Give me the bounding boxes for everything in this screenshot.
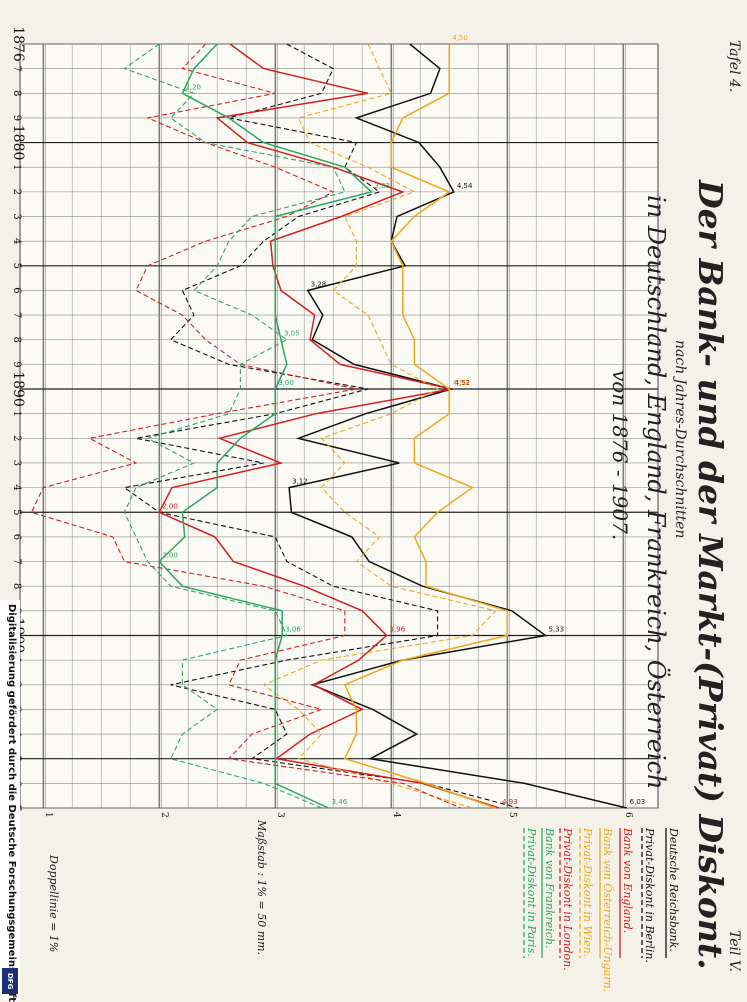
data-label: 3,96 [390, 625, 406, 633]
legend-item: Deutsche Reichsbank. [667, 828, 680, 952]
data-label: 4,52 [455, 379, 471, 387]
data-label: 2,20 [185, 83, 201, 91]
value-tick-label: 1 [43, 812, 53, 818]
footer-funding-note: Digitalisierung gefördert durch die Deut… [6, 604, 17, 1002]
value-tick-label: 5 [507, 812, 517, 818]
legend-item: Bank von Österreich-Ungarn. [601, 828, 614, 993]
data-label: 4,54 [457, 182, 473, 190]
double-line-note: Doppellinie = 1% [47, 855, 60, 953]
series-line-5 [30, 43, 462, 809]
year-tick-label: 1890 [10, 371, 26, 407]
data-label: 3,83 [374, 182, 390, 190]
value-tick-label: 3 [275, 812, 285, 818]
year-tick-label: 4 [11, 484, 22, 490]
data-label: 6,03 [630, 798, 646, 806]
data-label: 4,52 [455, 379, 471, 387]
year-tick-label: 1 [11, 164, 22, 170]
year-tick-label: 1876 [10, 26, 26, 62]
year-tick-label: 4 [11, 238, 22, 244]
year-tick-label: 9 [11, 361, 22, 367]
series-line-3 [343, 44, 508, 809]
chart-title: Der Bank- und der Markt-(Privat) Diskont… [691, 180, 730, 970]
chart-annotations: 6,035,334,543,283,124,524,523,964,932,00… [162, 34, 645, 806]
year-tick-label: 3 [11, 460, 22, 466]
legend-item: Privat-Diskont in Berlin. [643, 828, 656, 963]
dfg-logo: DFG [2, 968, 18, 994]
chart-grid [19, 43, 659, 809]
year-tick-label: 8 [11, 583, 22, 589]
year-tick-label: 7 [11, 312, 22, 318]
year-tick-label: 6 [11, 287, 22, 293]
data-label: 5,33 [548, 625, 564, 633]
series-line-6 [158, 43, 374, 809]
value-tick-label: 2 [159, 812, 169, 818]
data-label: 3,05 [284, 330, 300, 338]
legend-item: Privat-Diskont in Wien. [581, 828, 594, 958]
series-line-0 [288, 43, 627, 809]
footer-strip [0, 600, 20, 1000]
data-label: 2,00 [162, 502, 178, 510]
legend-samples [523, 828, 667, 958]
series-line-1 [123, 43, 519, 809]
chart-series [30, 43, 627, 809]
legend-item: Privat-Diskont in London. [561, 828, 574, 971]
value-tick-label: 6 [623, 812, 633, 818]
year-tick-label: 1 [11, 410, 22, 416]
year-tick-label: 9 [11, 115, 22, 121]
data-label: 3,06 [285, 625, 301, 633]
value-tick-label: 4 [391, 812, 401, 818]
year-tick-label: 8 [11, 337, 22, 343]
data-label: 4,50 [452, 379, 468, 387]
year-tick-label: 6 [11, 534, 22, 540]
chart-subtitle-3: von 1876 - 1907. [608, 370, 632, 541]
year-tick-label: 5 [11, 509, 22, 515]
series-line-2 [158, 43, 500, 809]
series-line-4 [262, 43, 497, 809]
year-tick-label: 5 [11, 263, 22, 269]
year-tick-label: 2 [11, 189, 22, 195]
data-label: 3,28 [311, 280, 327, 288]
data-label: 4,93 [502, 798, 518, 806]
year-tick-label: 1880 [10, 125, 26, 161]
data-label: 3,46 [332, 798, 348, 806]
year-tick-label: 2 [11, 435, 22, 441]
data-label: 3,00 [278, 379, 294, 387]
series-line-7 [123, 43, 346, 809]
year-tick-label: 8 [11, 90, 22, 96]
data-label: 2,00 [162, 552, 178, 560]
chart-subtitle-1: nach Jahres-Durchschnitten [672, 340, 688, 539]
year-tick-label: 7 [11, 558, 22, 564]
year-tick-label: 3 [11, 213, 22, 219]
data-label: 4,50 [452, 34, 468, 42]
year-tick-label: 7 [11, 65, 22, 71]
legend-item: Privat-Diskont in Paris. [525, 828, 538, 957]
tafel-label: Tafel 4. [726, 40, 742, 93]
legend-item: Bank von England. [621, 828, 634, 934]
chart-subtitle-2: in Deutschland, England, Frankreich, Öst… [642, 195, 670, 790]
plot-area [19, 43, 659, 809]
legend-item: Bank von Frankreich. [543, 828, 556, 949]
scale-note: Maßstab : 1% = 50 mm. [255, 820, 268, 956]
data-label: 3,12 [292, 478, 308, 486]
